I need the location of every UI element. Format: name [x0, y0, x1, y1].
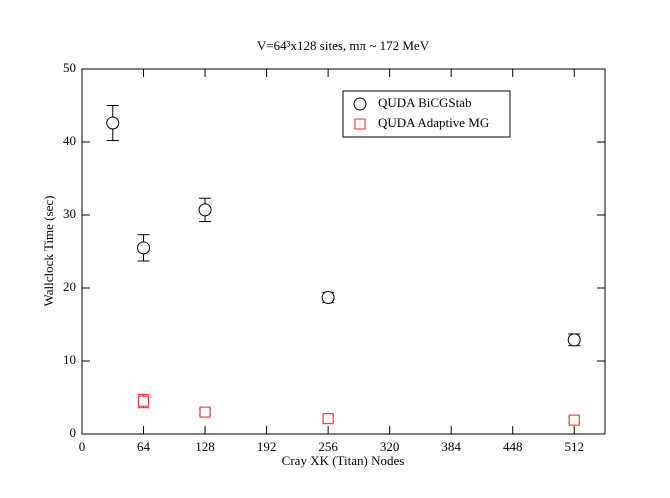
plot-frame	[81, 68, 606, 435]
legend-box	[342, 90, 511, 138]
x-tick-label: 64	[137, 439, 151, 454]
point	[106, 116, 120, 130]
y-tick-label: 0	[70, 425, 77, 440]
x-tick-label: 320	[380, 439, 400, 454]
y-tick-label: 40	[63, 133, 76, 148]
point	[198, 203, 212, 217]
y-tick-label: 30	[63, 206, 76, 221]
y-axis-label: Wallclock Time (sec)	[41, 196, 56, 307]
point	[321, 290, 335, 304]
x-tick-label: 128	[195, 439, 215, 454]
point	[199, 406, 211, 418]
x-tick-label: 0	[79, 439, 86, 454]
chart-title: V=64³x128 sites, mπ ~ 172 MeV	[257, 38, 430, 53]
x-axis-label: Cray XK (Titan) Nodes	[282, 453, 405, 468]
point	[322, 413, 334, 425]
x-tick-label: 448	[503, 439, 523, 454]
x-tick-label: 384	[441, 439, 461, 454]
point	[567, 333, 581, 347]
point	[568, 414, 580, 426]
y-tick-label: 50	[63, 60, 76, 75]
point	[138, 395, 150, 407]
x-tick-label: 192	[257, 439, 277, 454]
x-tick-label: 512	[564, 439, 584, 454]
legend-label: QUDA Adaptive MG	[378, 115, 489, 130]
y-tick-label: 10	[63, 352, 76, 367]
x-tick-label: 256	[318, 439, 338, 454]
legend-marker	[354, 118, 366, 130]
legend-label: QUDA BiCGStab	[378, 95, 472, 110]
legend-marker	[353, 97, 367, 111]
point	[137, 241, 151, 255]
y-tick-label: 20	[63, 279, 76, 294]
